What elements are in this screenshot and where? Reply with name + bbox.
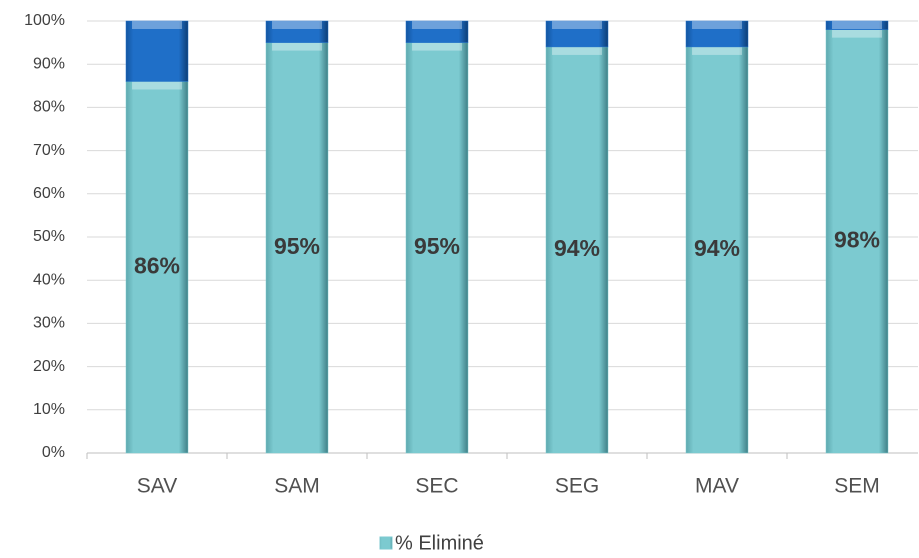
- data-label: 86%: [134, 252, 180, 278]
- bar-segment: [545, 20, 609, 48]
- bar-highlight: [412, 21, 462, 29]
- legend-label: % Eliminé: [395, 532, 484, 554]
- x-tick-label: SEC: [415, 475, 458, 498]
- bar-highlight: [552, 46, 602, 55]
- bar-highlight: [132, 81, 182, 90]
- bar-highlight: [692, 21, 742, 29]
- bar-segment: [125, 81, 189, 454]
- x-tick-label: SAV: [137, 475, 177, 498]
- bar-segment: [405, 20, 469, 43]
- y-tick-label: 60%: [33, 185, 65, 202]
- bar-segment: [125, 20, 189, 82]
- y-tick-label: 70%: [33, 142, 65, 159]
- bar-highlight: [832, 29, 882, 38]
- y-tick-label: 10%: [33, 401, 65, 418]
- bar-segment: [685, 20, 749, 48]
- x-tick-label: SAM: [274, 475, 320, 498]
- bar-segment: [265, 42, 329, 454]
- x-tick-label: SEG: [555, 475, 599, 498]
- bar-highlight: [412, 42, 462, 51]
- y-tick-label: 30%: [33, 315, 65, 332]
- bar-highlight: [272, 21, 322, 29]
- bar-highlight: [272, 42, 322, 51]
- data-label: 95%: [274, 233, 320, 259]
- y-tick-label: 20%: [33, 358, 65, 375]
- bar-segment: [405, 42, 469, 454]
- data-label: 95%: [414, 233, 460, 259]
- data-label: 98%: [834, 226, 880, 252]
- bar-segment: [825, 20, 889, 30]
- y-tick-label: 80%: [33, 99, 65, 116]
- y-tick-label: 100%: [24, 12, 65, 29]
- bar-highlight: [832, 21, 882, 29]
- bar-segment: [685, 46, 749, 454]
- legend-swatch: [379, 536, 393, 550]
- x-tick-label: MAV: [695, 475, 739, 498]
- y-tick-label: 50%: [33, 228, 65, 245]
- y-tick-label: 90%: [33, 55, 65, 72]
- bar-highlight: [552, 21, 602, 29]
- y-tick-label: 40%: [33, 271, 65, 288]
- bar-segment: [545, 46, 609, 454]
- bar-highlight: [692, 46, 742, 55]
- bar-segment: [265, 20, 329, 43]
- x-tick-label: SEM: [834, 475, 880, 498]
- bar-segment: [825, 29, 889, 454]
- data-label: 94%: [554, 235, 600, 261]
- bar-highlight: [132, 21, 182, 29]
- y-tick-label: 0%: [42, 444, 65, 461]
- data-label: 94%: [694, 235, 740, 261]
